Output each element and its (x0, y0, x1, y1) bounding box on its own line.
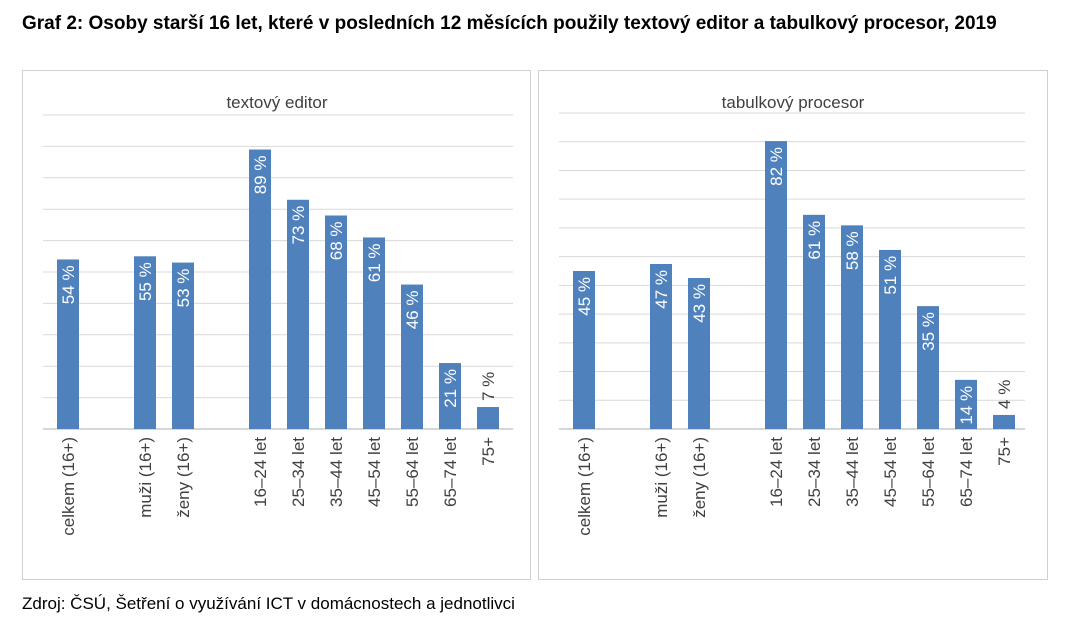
chart-spreadsheet: tabulkový procesor 45 % celkem (16+) 47 % mu… (559, 93, 1025, 536)
category-label: 55–64 let (403, 437, 422, 507)
category-label: celkem (16+) (575, 437, 594, 536)
bar (803, 214, 825, 429)
data-label: 45 % (575, 277, 594, 316)
data-label: 46 % (403, 291, 422, 330)
bar (249, 149, 271, 429)
category-label: ženy (16+) (174, 437, 193, 518)
chart-text-editor: textový editor 54 % celkem (16+) 55 % muži (… (43, 93, 513, 536)
bar (688, 278, 710, 429)
bar (650, 263, 672, 429)
bar (134, 256, 156, 429)
bar (765, 141, 787, 429)
category-label: muži (16+) (652, 437, 671, 518)
category-label: 55–64 let (919, 437, 938, 507)
data-label: 89 % (251, 156, 270, 195)
category-label: celkem (16+) (59, 437, 78, 536)
bar (172, 262, 194, 429)
category-label: 25–34 let (289, 437, 308, 507)
data-label: 54 % (59, 265, 78, 304)
category-label: 16–24 let (251, 437, 270, 507)
data-label: 61 % (805, 221, 824, 260)
category-label: 65–74 let (441, 437, 460, 507)
source-note: Zdroj: ČSÚ, Šetření o využívání ICT v do… (22, 594, 515, 613)
category-label: 16–24 let (767, 437, 786, 507)
category-label: 45–54 let (881, 437, 900, 507)
data-label: 58 % (843, 231, 862, 270)
category-label: 75+ (995, 437, 1014, 466)
bar (325, 215, 347, 429)
data-label: 53 % (174, 269, 193, 308)
data-label: 82 % (767, 147, 786, 186)
category-label: 25–34 let (805, 437, 824, 507)
bar (363, 237, 385, 429)
bar (57, 259, 79, 429)
data-label: 61 % (365, 243, 384, 282)
data-label: 14 % (957, 386, 976, 425)
bar (573, 271, 595, 429)
data-label: 68 % (327, 221, 346, 260)
chart-heading: Graf 2: Osoby starší 16 let, které v pos… (22, 13, 997, 34)
data-label: 21 % (441, 369, 460, 408)
data-label: 7 % (479, 372, 498, 401)
bar (287, 199, 309, 429)
bar (917, 306, 939, 429)
data-label: 55 % (136, 262, 155, 301)
bar (477, 407, 499, 429)
category-label: ženy (16+) (690, 437, 709, 518)
chart-title: textový editor (226, 93, 327, 112)
chart-title: tabulkový procesor (722, 93, 865, 112)
data-label: 51 % (881, 256, 900, 295)
data-label: 35 % (919, 312, 938, 351)
bar (955, 379, 977, 429)
category-label: 75+ (479, 437, 498, 466)
category-label: 35–44 let (327, 437, 346, 507)
bar (401, 284, 423, 429)
bar (841, 225, 863, 429)
category-label: 65–74 let (957, 437, 976, 507)
category-label: 35–44 let (843, 437, 862, 507)
data-label: 4 % (995, 380, 1014, 409)
data-label: 43 % (690, 284, 709, 323)
category-label: 45–54 let (365, 437, 384, 507)
category-label: muži (16+) (136, 437, 155, 518)
data-label: 73 % (289, 206, 308, 245)
bar (993, 414, 1015, 429)
chart-panel-text-editor: textový editor 54 % celkem (16+) 55 % muži (… (22, 70, 531, 580)
chart-panel-spreadsheet: tabulkový procesor 45 % celkem (16+) 47 % mu… (538, 70, 1048, 580)
bar (879, 249, 901, 429)
data-label: 47 % (652, 270, 671, 309)
bar (439, 363, 461, 429)
